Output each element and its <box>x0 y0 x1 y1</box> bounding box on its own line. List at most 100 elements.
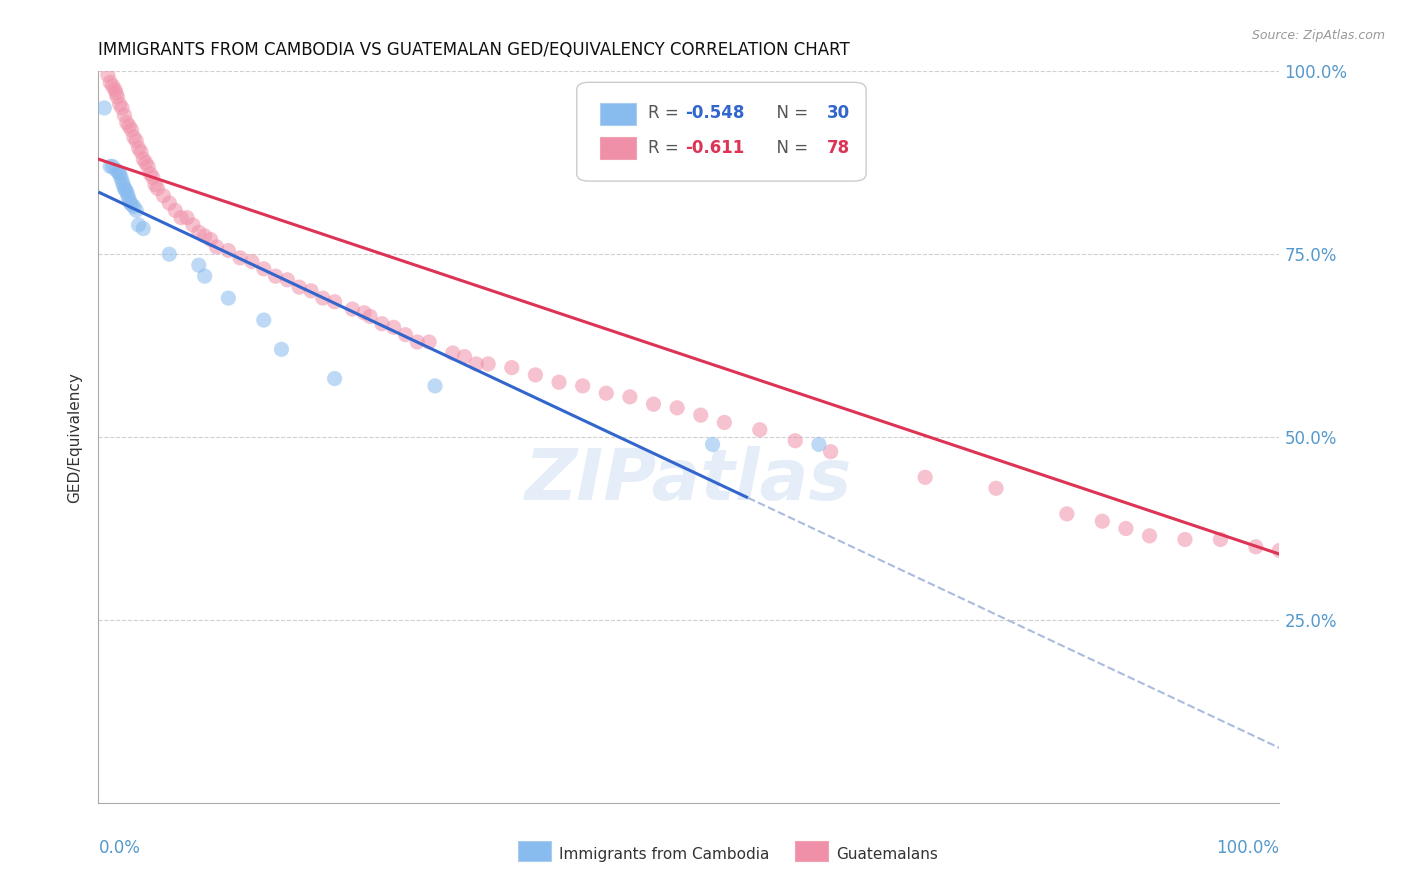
Point <box>1091 514 1114 528</box>
Point <box>105 87 128 101</box>
Point <box>107 165 129 179</box>
Point <box>170 211 193 225</box>
Text: R =: R = <box>648 139 689 157</box>
Point <box>264 269 287 284</box>
Point <box>288 280 311 294</box>
Point <box>453 350 475 364</box>
Text: Immigrants from Cambodia: Immigrants from Cambodia <box>560 847 769 862</box>
Point <box>128 218 150 232</box>
Point <box>110 170 132 185</box>
Point <box>143 178 166 192</box>
Text: 0.0%: 0.0% <box>98 839 141 857</box>
Point <box>105 163 128 178</box>
Bar <box>796 841 828 862</box>
Point <box>312 291 335 305</box>
Point <box>299 284 322 298</box>
Point <box>132 152 155 166</box>
Point <box>114 183 136 197</box>
Point <box>406 334 429 349</box>
Point <box>200 233 222 247</box>
Point <box>115 115 138 129</box>
Point <box>820 444 842 458</box>
Point <box>142 170 165 185</box>
Point <box>423 379 446 393</box>
Point <box>217 291 239 305</box>
Point <box>112 178 135 192</box>
Point <box>371 317 394 331</box>
Point <box>353 306 375 320</box>
Point <box>125 203 148 218</box>
Point <box>128 141 150 155</box>
Point <box>984 481 1007 495</box>
Point <box>181 218 204 232</box>
Text: N =: N = <box>766 139 813 157</box>
Point <box>748 423 770 437</box>
Point <box>524 368 547 382</box>
Text: -0.548: -0.548 <box>685 104 745 122</box>
Point <box>465 357 488 371</box>
Point <box>194 228 217 243</box>
Point <box>270 343 292 357</box>
Point <box>253 313 276 327</box>
Point <box>240 254 263 268</box>
Point <box>187 225 209 239</box>
Point <box>176 211 198 225</box>
Point <box>1174 533 1197 547</box>
Point <box>187 258 209 272</box>
Point <box>1056 507 1078 521</box>
Text: -0.611: -0.611 <box>685 139 745 157</box>
Point <box>101 78 124 93</box>
Point <box>359 310 381 324</box>
Y-axis label: GED/Equivalency: GED/Equivalency <box>67 372 83 502</box>
Text: Guatemalans: Guatemalans <box>837 847 938 862</box>
Point <box>702 437 724 451</box>
Point <box>121 197 143 211</box>
Point <box>441 346 464 360</box>
Point <box>111 101 134 115</box>
Point <box>112 181 135 195</box>
Point <box>382 320 405 334</box>
Text: R =: R = <box>648 104 683 122</box>
Point <box>108 97 131 112</box>
Point <box>93 101 115 115</box>
Point <box>125 134 148 148</box>
Point <box>342 301 364 317</box>
Point <box>253 261 276 276</box>
Point <box>666 401 689 415</box>
Point <box>394 327 416 342</box>
Point <box>501 360 523 375</box>
Point <box>104 83 127 97</box>
Point <box>689 408 711 422</box>
Point <box>194 269 217 284</box>
Point <box>105 90 128 104</box>
Point <box>157 247 180 261</box>
Point <box>1139 529 1161 543</box>
Point <box>1209 533 1232 547</box>
Point <box>98 160 121 174</box>
Point <box>713 416 735 430</box>
Point <box>136 160 159 174</box>
Bar <box>600 137 636 159</box>
Point <box>323 294 346 309</box>
Point <box>785 434 807 448</box>
Text: IMMIGRANTS FROM CAMBODIA VS GUATEMALAN GED/EQUIVALENCY CORRELATION CHART: IMMIGRANTS FROM CAMBODIA VS GUATEMALAN G… <box>98 41 851 59</box>
Text: 30: 30 <box>827 104 851 122</box>
Point <box>122 130 145 145</box>
Point <box>108 167 131 181</box>
Point <box>118 193 141 207</box>
Point <box>643 397 665 411</box>
Point <box>112 108 135 122</box>
Text: ZIPatlas: ZIPatlas <box>526 447 852 516</box>
Point <box>229 251 252 265</box>
Point <box>118 119 141 133</box>
Text: Source: ZipAtlas.com: Source: ZipAtlas.com <box>1251 29 1385 42</box>
Point <box>129 145 152 159</box>
Point <box>914 470 936 484</box>
Point <box>122 200 145 214</box>
Point <box>1244 540 1267 554</box>
Point <box>165 203 187 218</box>
Text: 78: 78 <box>827 139 851 157</box>
Point <box>1115 521 1137 535</box>
Point <box>146 181 169 195</box>
Point <box>98 75 121 89</box>
